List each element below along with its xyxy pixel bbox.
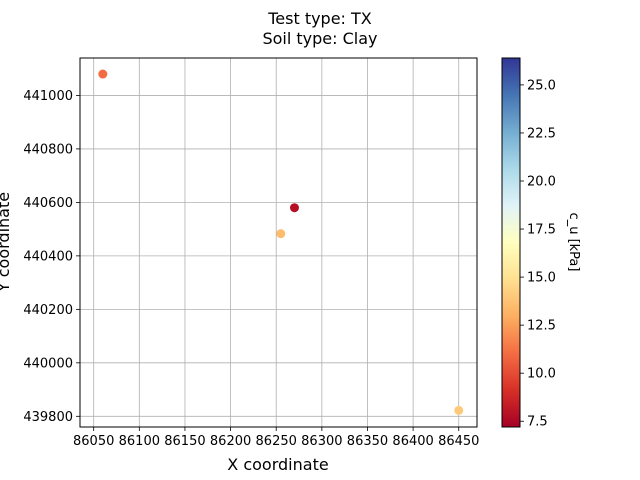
colorbar-tick-label: 22.5	[527, 126, 556, 141]
y-tick-label: 440000	[23, 356, 73, 371]
colorbar	[501, 57, 521, 428]
y-axis-label: Y coordinate	[0, 192, 13, 293]
x-tick-label: 86050	[73, 434, 114, 449]
y-tick-label: 440800	[23, 142, 73, 157]
y-tick-label: 440200	[23, 303, 73, 318]
y-tick-label: 439800	[23, 410, 73, 425]
chart-title-line-1: Test type: TX	[267, 9, 372, 28]
colorbar-tick-label: 15.0	[527, 271, 556, 286]
y-tick-label: 440600	[23, 196, 73, 211]
x-tick-label: 86400	[392, 434, 433, 449]
chart-title-line-2: Soil type: Clay	[262, 29, 377, 48]
x-tick-label: 86250	[256, 434, 297, 449]
colorbar-tick-label: 10.0	[527, 367, 556, 382]
colorbar-label: c_u [kPa]	[566, 213, 581, 272]
x-tick-label: 86200	[210, 434, 251, 449]
x-axis-ticks: 86050 86100 86150 86200 86250 86300 86350 86400…	[73, 427, 479, 449]
x-tick-label: 86150	[164, 434, 205, 449]
colorbar-tick-label: 20.0	[527, 175, 556, 190]
x-tick-label: 86300	[301, 434, 342, 449]
x-tick-label: 86350	[347, 434, 388, 449]
x-tick-label: 86100	[119, 434, 160, 449]
colorbar-tick-label: 25.0	[527, 78, 556, 93]
plot-frame	[79, 57, 478, 428]
data-point	[454, 405, 464, 415]
y-axis-ticks: 439800 440000 440200 440400 440600 440800 4410…	[23, 89, 80, 425]
y-tick-label: 441000	[23, 89, 73, 104]
data-point	[276, 229, 286, 239]
colorbar-tick-label: 12.5	[527, 319, 556, 334]
colorbar-tick-label: 17.5	[527, 223, 556, 238]
data-point	[98, 69, 108, 79]
x-tick-label: 86450	[438, 434, 479, 449]
colorbar-ticks: 7.5 10.0 12.5 15.0 17.5 20.0 22.5 25.0	[520, 78, 556, 430]
grid	[80, 58, 477, 427]
colorbar-tick-label: 7.5	[527, 415, 548, 430]
data-point	[289, 203, 299, 213]
data-points	[98, 69, 464, 415]
x-axis-label: X coordinate	[227, 455, 328, 474]
y-tick-label: 440400	[23, 249, 73, 264]
